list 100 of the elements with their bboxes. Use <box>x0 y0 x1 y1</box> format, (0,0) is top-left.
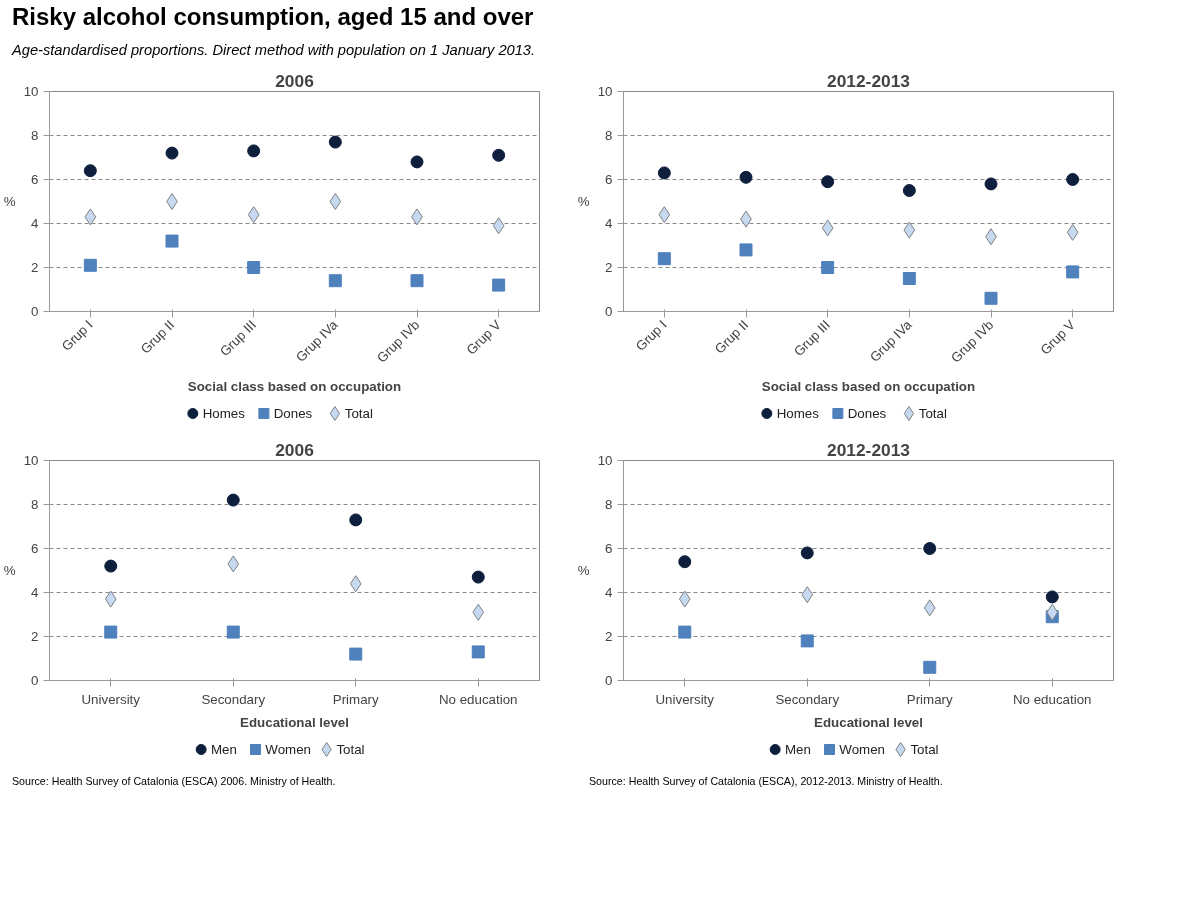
y-tick-label: 10 <box>597 84 613 100</box>
legend-label: Total <box>910 742 939 758</box>
point <box>104 559 118 573</box>
y-tick-label: 4 <box>605 216 614 232</box>
y-tick-label: 6 <box>605 172 613 188</box>
x-tick-label: University <box>655 691 715 707</box>
legend-label: Men <box>784 742 811 758</box>
point <box>923 542 937 556</box>
point <box>226 625 240 639</box>
x-tick-label: Secondary <box>201 691 266 707</box>
x-tick-label: Primary <box>332 691 380 707</box>
point <box>903 221 916 239</box>
source-note: Source: Health Survey of Catalonia (ESCA), 2012-2013. Ministry of Health. <box>589 774 943 790</box>
point <box>923 599 936 617</box>
y-tick-label: 2 <box>605 629 613 645</box>
point <box>472 604 485 622</box>
point <box>328 135 342 149</box>
point <box>800 546 814 560</box>
y-tick-label: 10 <box>23 453 39 469</box>
y-tick-label: 6 <box>31 172 39 188</box>
point <box>83 259 97 273</box>
y-tick-label: 0 <box>605 673 613 689</box>
point <box>227 555 240 573</box>
point <box>821 175 835 189</box>
point <box>165 146 179 160</box>
y-tick-label: 2 <box>31 260 39 276</box>
point <box>1066 173 1080 187</box>
y-tick-label: 6 <box>31 541 39 557</box>
point <box>821 261 835 275</box>
x-tick-label: Primary <box>906 691 954 707</box>
source-note: Source: Health Survey of Catalonia (ESCA) 2006. Ministry of Health. <box>12 774 336 790</box>
x-axis-title: Educational level <box>240 714 349 730</box>
point <box>923 661 937 675</box>
point <box>1046 604 1059 622</box>
x-tick-label: Grup III <box>790 317 833 360</box>
chart-title: 2006 <box>275 439 315 460</box>
point <box>471 645 485 659</box>
point <box>349 647 363 661</box>
point <box>657 252 671 266</box>
point <box>349 513 363 527</box>
legend-label: Women <box>265 742 312 758</box>
point <box>821 219 834 237</box>
y-tick-label: 8 <box>31 128 39 144</box>
x-axis-title: Social class based on occupation <box>761 379 976 395</box>
point <box>104 625 118 639</box>
legend-label: Homes <box>776 406 820 422</box>
y-tick-label: 10 <box>23 84 39 100</box>
x-tick-label: No education <box>1012 691 1092 707</box>
point <box>657 166 671 180</box>
y-tick-label: 0 <box>605 304 613 320</box>
point <box>328 274 342 288</box>
legend-label: Dones <box>847 406 887 422</box>
point <box>902 184 916 198</box>
point <box>410 274 424 288</box>
y-tick-label: 4 <box>605 585 614 601</box>
point <box>678 590 691 608</box>
point <box>492 278 506 292</box>
point <box>739 243 753 257</box>
y-tick-label: 10 <box>597 453 613 469</box>
y-axis-title: % <box>3 194 16 210</box>
y-tick-label: 6 <box>605 541 613 557</box>
legend-label: Dones <box>273 406 313 422</box>
y-tick-label: 8 <box>605 128 613 144</box>
point <box>492 217 505 235</box>
text: Risky alcohol consumption, aged 15 and over <box>12 2 534 32</box>
y-axis-title: % <box>577 563 590 579</box>
point <box>658 206 671 224</box>
y-tick-label: 4 <box>31 585 40 601</box>
point <box>1045 590 1059 604</box>
chart-title: 2006 <box>275 70 315 91</box>
text: Age-standardised proportions. Direct method with population on 1 January 2013. <box>12 41 536 61</box>
legend-label: Total <box>336 742 365 758</box>
x-tick-label: Grup III <box>216 317 259 360</box>
legend-label: Homes <box>202 406 246 422</box>
y-tick-label: 8 <box>31 497 39 513</box>
point <box>1066 265 1080 279</box>
legend-label: Women <box>839 742 886 758</box>
point <box>247 144 261 158</box>
point <box>800 634 814 648</box>
point <box>984 292 998 306</box>
y-tick-label: 2 <box>605 260 613 276</box>
y-axis-title: % <box>577 194 590 210</box>
chart-title: 2012-2013 <box>827 70 911 91</box>
point <box>410 155 424 169</box>
point <box>739 171 753 185</box>
point <box>247 206 260 224</box>
y-tick-label: 8 <box>605 497 613 513</box>
x-axis-title: Social class based on occupation <box>187 379 402 395</box>
point <box>902 272 916 286</box>
x-tick-label: University <box>81 691 141 707</box>
x-tick-label: No education <box>438 691 518 707</box>
point <box>678 625 692 639</box>
y-tick-label: 0 <box>31 304 39 320</box>
point <box>801 586 814 604</box>
point <box>104 590 117 608</box>
point <box>84 208 97 226</box>
point <box>984 177 998 191</box>
legend-label: Total <box>918 406 947 422</box>
point <box>83 164 97 178</box>
legend-label: Total <box>344 406 373 422</box>
